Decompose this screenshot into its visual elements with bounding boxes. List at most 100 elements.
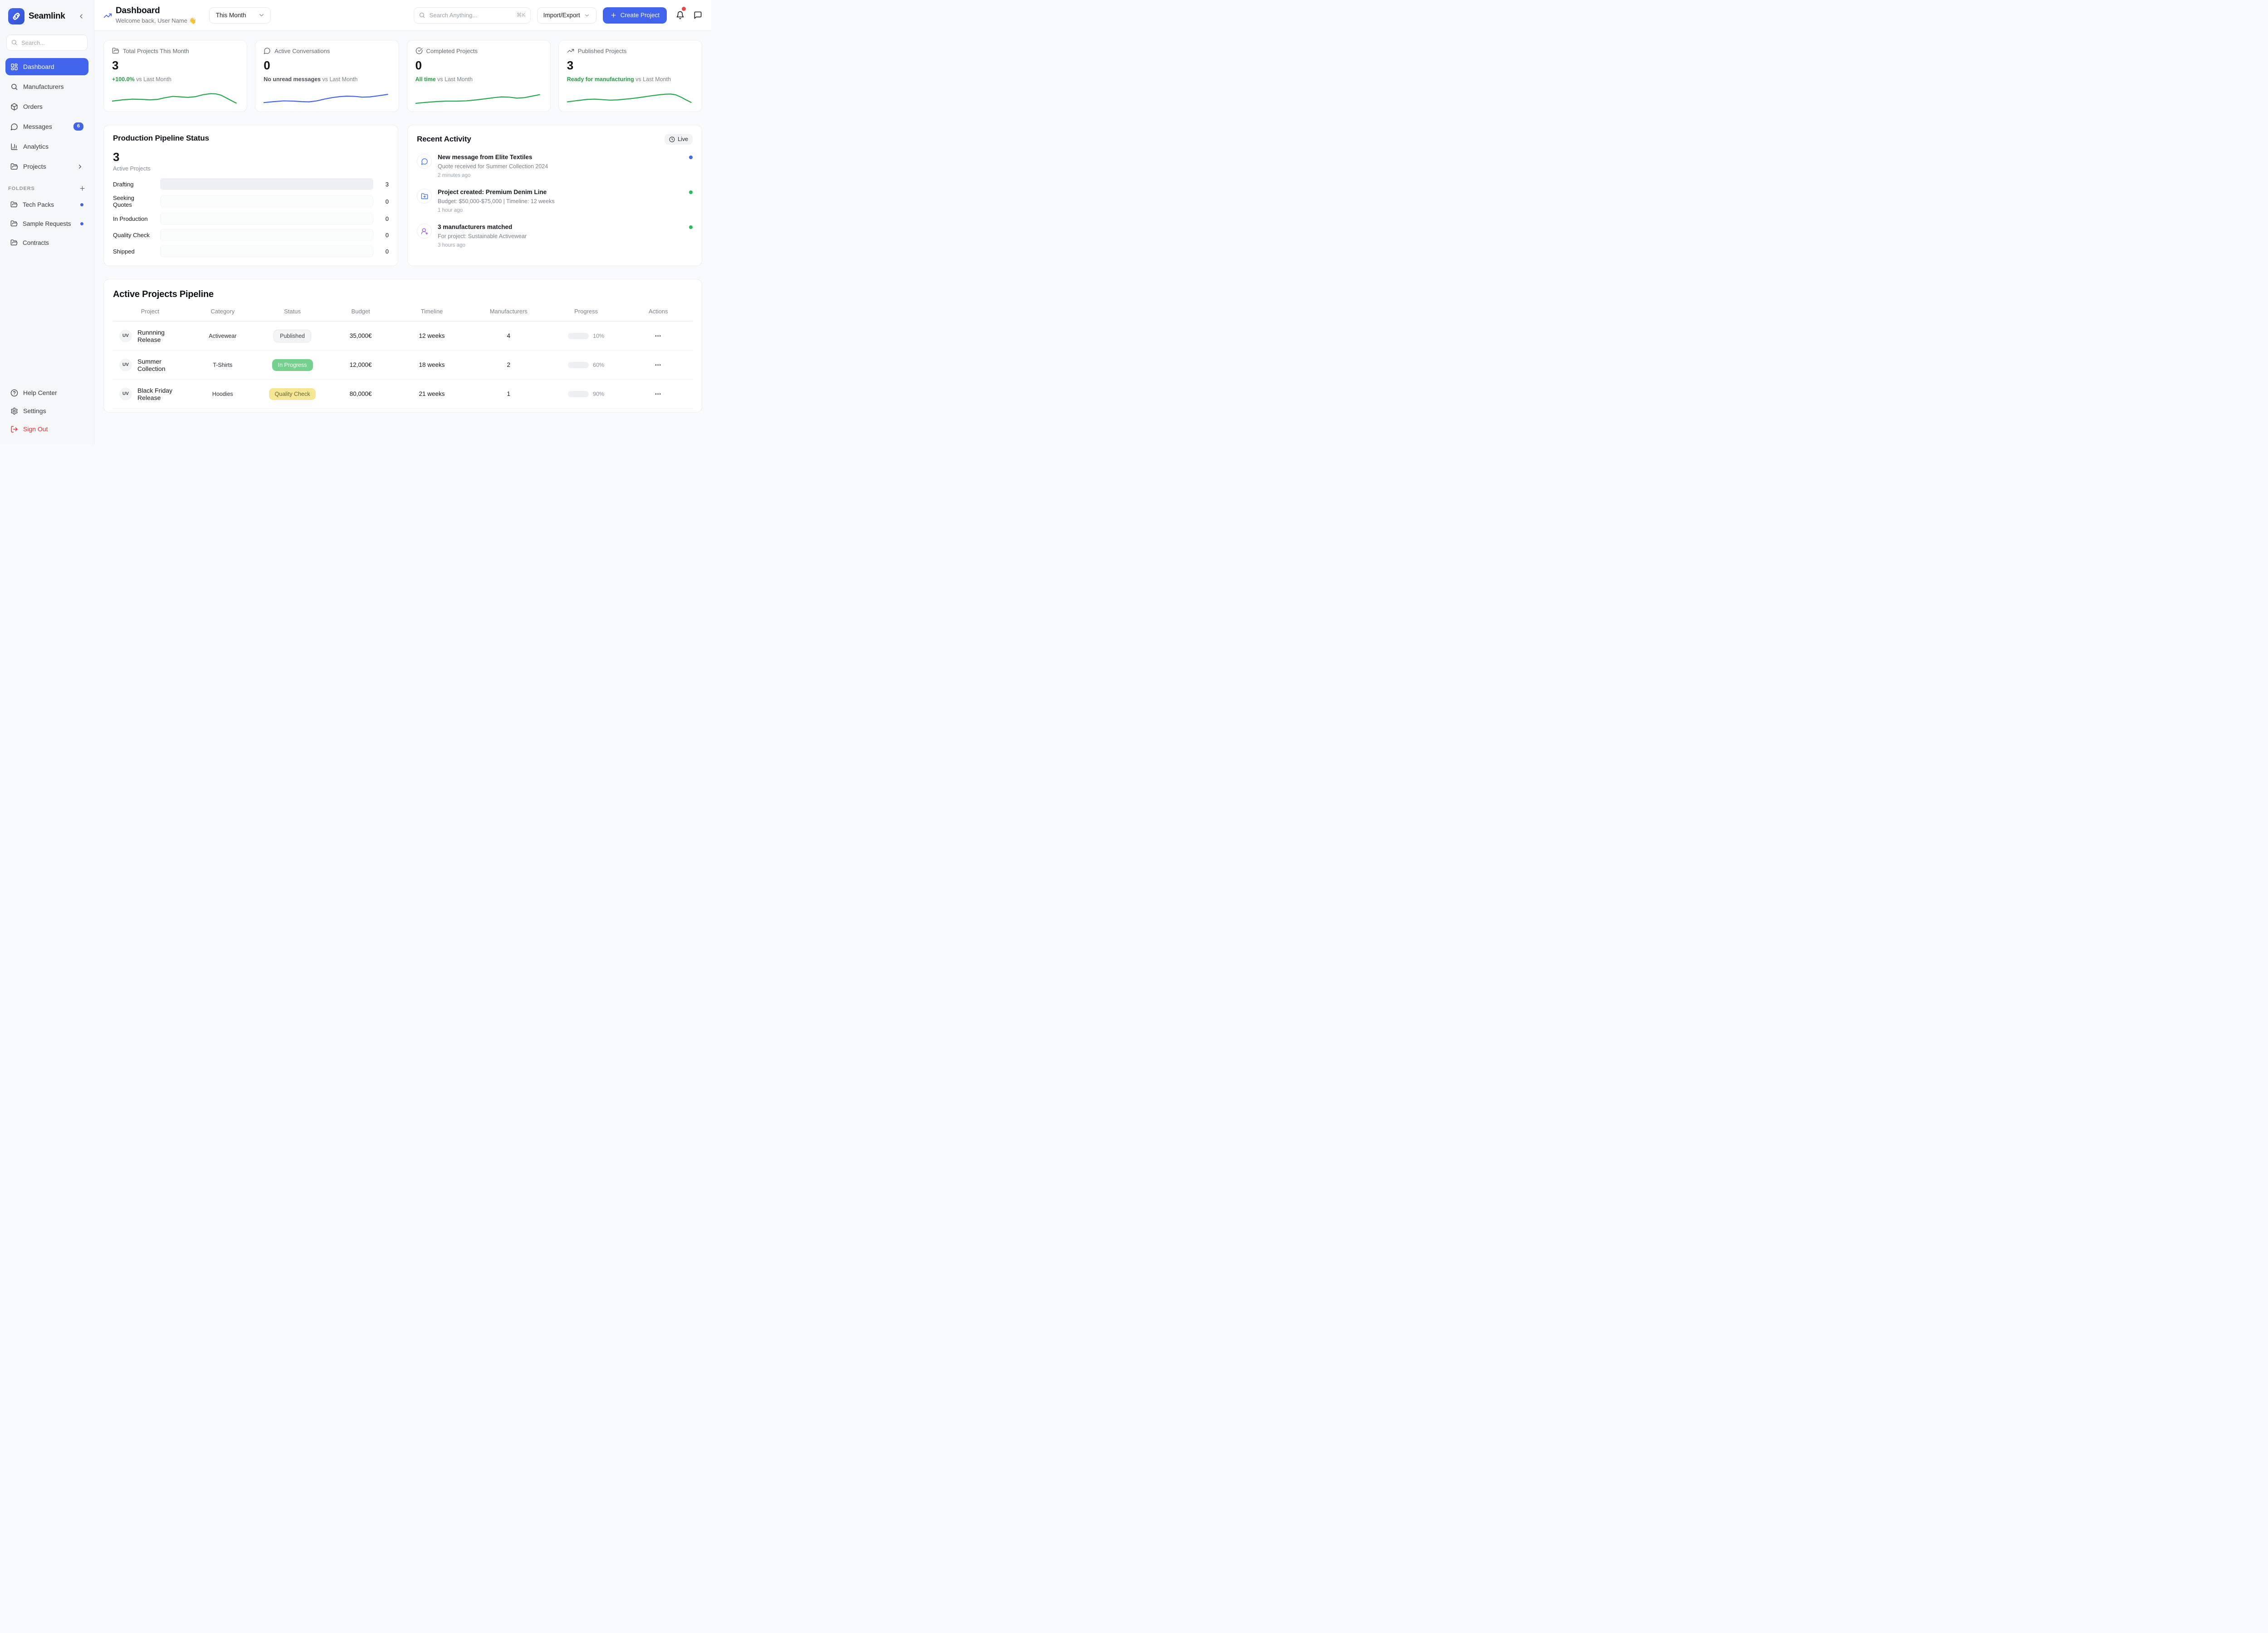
stage-label: Seeking Quotes (113, 195, 134, 208)
progress-bar (568, 361, 589, 368)
row-actions-button[interactable]: ••• (655, 362, 662, 367)
sidebar-item-dashboard[interactable]: Dashboard (5, 58, 88, 75)
help-center-button[interactable]: Help Center (5, 385, 88, 401)
activity-list: New message from Elite Textiles Quote re… (417, 154, 693, 248)
top-bar: Dashboard Welcome back, User Name 👋 This… (94, 0, 711, 31)
project-category: T-Shirts (213, 361, 233, 368)
project-manufacturers: 4 (507, 332, 511, 339)
chevron-left-icon (78, 13, 85, 20)
stat-label: Published Projects (577, 47, 627, 54)
sidebar-item-projects[interactable]: Projects (5, 158, 88, 175)
active-projects-count: 3 (113, 150, 120, 164)
nav-label: Dashboard (23, 63, 54, 70)
notifications-button[interactable] (676, 7, 686, 19)
user-plus-icon (417, 224, 432, 239)
activity-item[interactable]: Project created: Premium Denim Line Budg… (417, 189, 693, 213)
seamlink-logo-icon (8, 8, 24, 24)
unread-dot (80, 203, 83, 206)
table-title: Active Projects Pipeline (113, 289, 214, 299)
stat-delta: +100.0% (112, 76, 135, 83)
stage-bar (160, 195, 373, 207)
footer-label: Sign Out (23, 425, 48, 433)
sidebar-item-messages[interactable]: Messages 6 (5, 118, 88, 135)
global-search: ⌘K (413, 7, 531, 24)
sidebar-item-orders[interactable]: Orders (5, 98, 88, 115)
folder-label: Sample Requests (23, 220, 71, 227)
row-actions-button[interactable]: ••• (655, 391, 662, 396)
folders-label: FOLDERS (8, 185, 35, 191)
production-pipeline-panel: Production Pipeline Status 3 Active Proj… (103, 125, 398, 266)
sparkline-chart (415, 86, 542, 106)
chat-button[interactable] (694, 11, 702, 19)
folder-item-contracts[interactable]: Contracts (5, 234, 88, 251)
project-budget: 12,000€ (349, 361, 372, 368)
stat-value: 0 (264, 58, 270, 72)
log-out-icon (10, 425, 18, 433)
message-circle-icon (10, 123, 18, 131)
folder-label: Tech Packs (23, 201, 54, 208)
chevron-right-icon (77, 163, 83, 170)
status-badge: Published (274, 329, 312, 342)
table-row[interactable]: UV Black Friday Release Hoodies Quality … (113, 380, 693, 409)
package-icon (10, 103, 18, 111)
project-name: Runnning Release (137, 328, 165, 343)
project-category: Activewear (209, 332, 237, 339)
stat-cards: Total Projects This Month 3 +100.0% vs L… (103, 40, 702, 112)
sidebar-item-manufacturers[interactable]: Manufacturers (5, 78, 88, 95)
folder-open-icon (112, 47, 119, 54)
stage-value: 0 (385, 215, 389, 222)
folder-item-tech-packs[interactable]: Tech Packs (5, 196, 88, 213)
table-row[interactable]: UV Summer Collection T-Shirts In Progres… (113, 351, 693, 380)
import-export-button[interactable]: Import/Export (537, 7, 596, 24)
stat-delta: Ready for manufacturing (567, 76, 634, 83)
settings-button[interactable]: Settings (5, 403, 88, 419)
sidebar-search-input[interactable] (6, 34, 88, 51)
project-timeline: 21 weeks (419, 390, 445, 397)
stat-card-published-projects: Published Projects 3 Ready for manufactu… (558, 40, 702, 112)
message-square-icon (694, 11, 702, 19)
project-manufacturers: 2 (507, 361, 511, 368)
period-select[interactable]: This Month (209, 7, 271, 24)
search-icon (419, 12, 425, 19)
pipeline-stage-drafting: Drafting 3 (113, 178, 389, 190)
pipeline-stage-in-production: In Production 0 (113, 213, 389, 224)
create-project-button[interactable]: Create Project (602, 7, 667, 24)
plus-icon (610, 12, 617, 19)
stage-value: 0 (385, 231, 389, 239)
stage-value: 3 (385, 180, 389, 188)
progress-label: 10% (593, 332, 605, 339)
search-icon (11, 39, 18, 46)
active-projects-table-panel: Active Projects Pipeline Project Categor… (103, 279, 702, 413)
row-actions-button[interactable]: ••• (655, 333, 662, 338)
page-subtitle: Welcome back, User Name 👋 (116, 17, 196, 24)
main-area: Dashboard Welcome back, User Name 👋 This… (94, 0, 711, 444)
sidebar-item-analytics[interactable]: Analytics (5, 138, 88, 155)
folder-item-sample-requests[interactable]: Sample Requests (5, 215, 88, 232)
avatar: UV (119, 358, 132, 371)
activity-item[interactable]: New message from Elite Textiles Quote re… (417, 154, 693, 178)
footer-label: Settings (23, 407, 46, 414)
chevron-down-icon (258, 12, 265, 19)
status-dot (689, 225, 693, 229)
project-budget: 35,000€ (349, 332, 372, 339)
stat-card-completed-projects: Completed Projects 0 All time vs Last Mo… (406, 40, 551, 112)
messages-count-badge: 6 (73, 122, 83, 131)
sidebar-collapse-button[interactable] (77, 12, 86, 21)
stat-delta: All time (415, 76, 436, 83)
table-row[interactable]: UV Runnning Release Activewear Published… (113, 322, 693, 351)
sidebar: Seamlink Dashboard Manufacturers (0, 0, 94, 444)
stat-card-total-projects: Total Projects This Month 3 +100.0% vs L… (103, 40, 248, 112)
activity-item-title: New message from Elite Textiles (438, 154, 533, 161)
search-icon (10, 83, 18, 91)
pipeline-stages: Drafting 3 Seeking Quotes 0 In Productio… (113, 178, 389, 257)
add-folder-button[interactable] (79, 185, 86, 192)
avatar: UV (119, 387, 132, 400)
global-search-input[interactable] (413, 7, 531, 24)
column-header-manufacturers: Manufacturers (489, 308, 528, 315)
nav-label: Analytics (23, 143, 49, 150)
recent-activity-panel: Recent Activity Live New me (407, 125, 702, 266)
sign-out-button[interactable]: Sign Out (5, 421, 88, 437)
stat-card-active-conversations: Active Conversations 0 No unread message… (255, 40, 399, 112)
stage-label: Quality Check (113, 231, 150, 239)
activity-item[interactable]: 3 manufacturers matched For project: Sus… (417, 224, 693, 248)
